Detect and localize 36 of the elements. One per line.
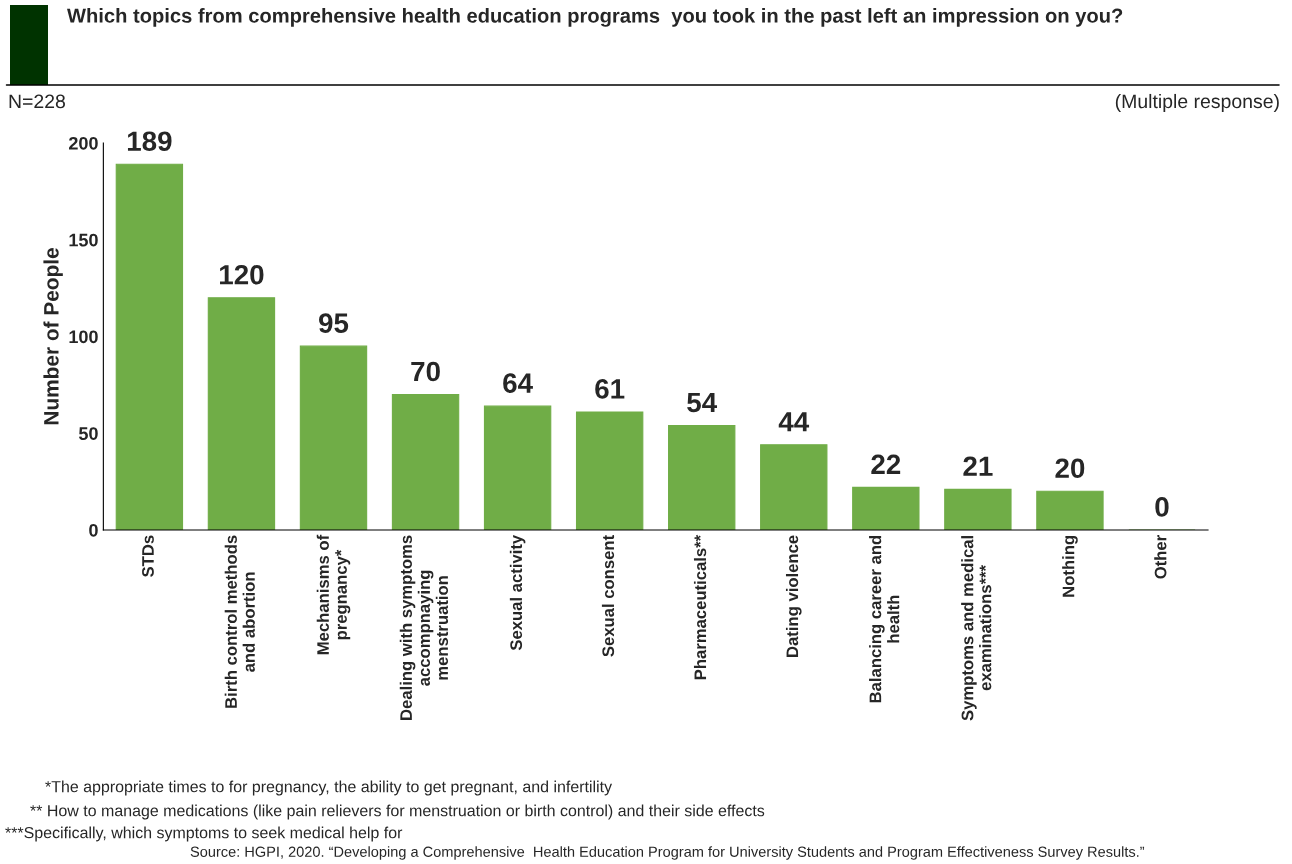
data-label: 95 [319, 313, 349, 333]
data-label: 21 [963, 456, 993, 476]
data-label: 70 [411, 361, 440, 382]
text: (Multiple response) [1115, 93, 1279, 113]
text: *The appropriate times to for pregnancy, the ability to get pregnant, and infertility [45, 780, 613, 796]
y-tick-label: 50 [78, 427, 98, 440]
source-note: Source: HGPI, 2020. “Developing a Comprehensive Health Education Program for University Students and Program Effectiveness Survey Results.” [190, 846, 1145, 860]
x-tick-label: Sexual consent [601, 535, 615, 657]
y-tick-label: 0 [89, 523, 98, 537]
x-tick-label: Pharmaceuticals** [693, 534, 707, 680]
data-label: 54 [687, 392, 718, 413]
text: ** How to manage medications (like pain relievers for menstruation or birth control) and their side effects [30, 804, 765, 820]
text: ***Specifically, which symptoms to seek medical help for [5, 826, 403, 842]
x-tick-label: Balancing career and health [869, 535, 900, 703]
x-tick-label: STDs [142, 535, 154, 577]
data-label: 189 [127, 131, 172, 152]
x-tick-label: Mechanisms of pregnancy* [316, 534, 351, 655]
x-tick-label: Birth control methods and abortion [224, 535, 255, 708]
x-tick-label: Sexual activity [509, 534, 526, 651]
x-tick-label: Dealing with symptoms accompnaying menstruation [399, 535, 449, 720]
data-label: 64 [503, 373, 533, 393]
y-axis-title: Number of People [43, 248, 63, 425]
data-label: 22 [871, 454, 901, 474]
data-label: 20 [1055, 458, 1085, 479]
y-tick-label: 150 [69, 233, 98, 247]
y-tick-label: 200 [69, 136, 98, 150]
data-label: 120 [220, 264, 264, 285]
data-label: 0 [1155, 497, 1169, 517]
data-label: 61 [595, 379, 625, 399]
data-label: 44 [778, 412, 810, 432]
x-tick-label: Nothing [1062, 535, 1078, 597]
chart-title: Which topics from comprehensive health education programs you took in the past left an impression on you? [67, 8, 1123, 27]
x-tick-label: Other [1154, 535, 1167, 579]
y-tick-label: 100 [69, 330, 98, 344]
text: N=228 [9, 94, 65, 109]
x-tick-label: Dating violence [785, 535, 802, 657]
